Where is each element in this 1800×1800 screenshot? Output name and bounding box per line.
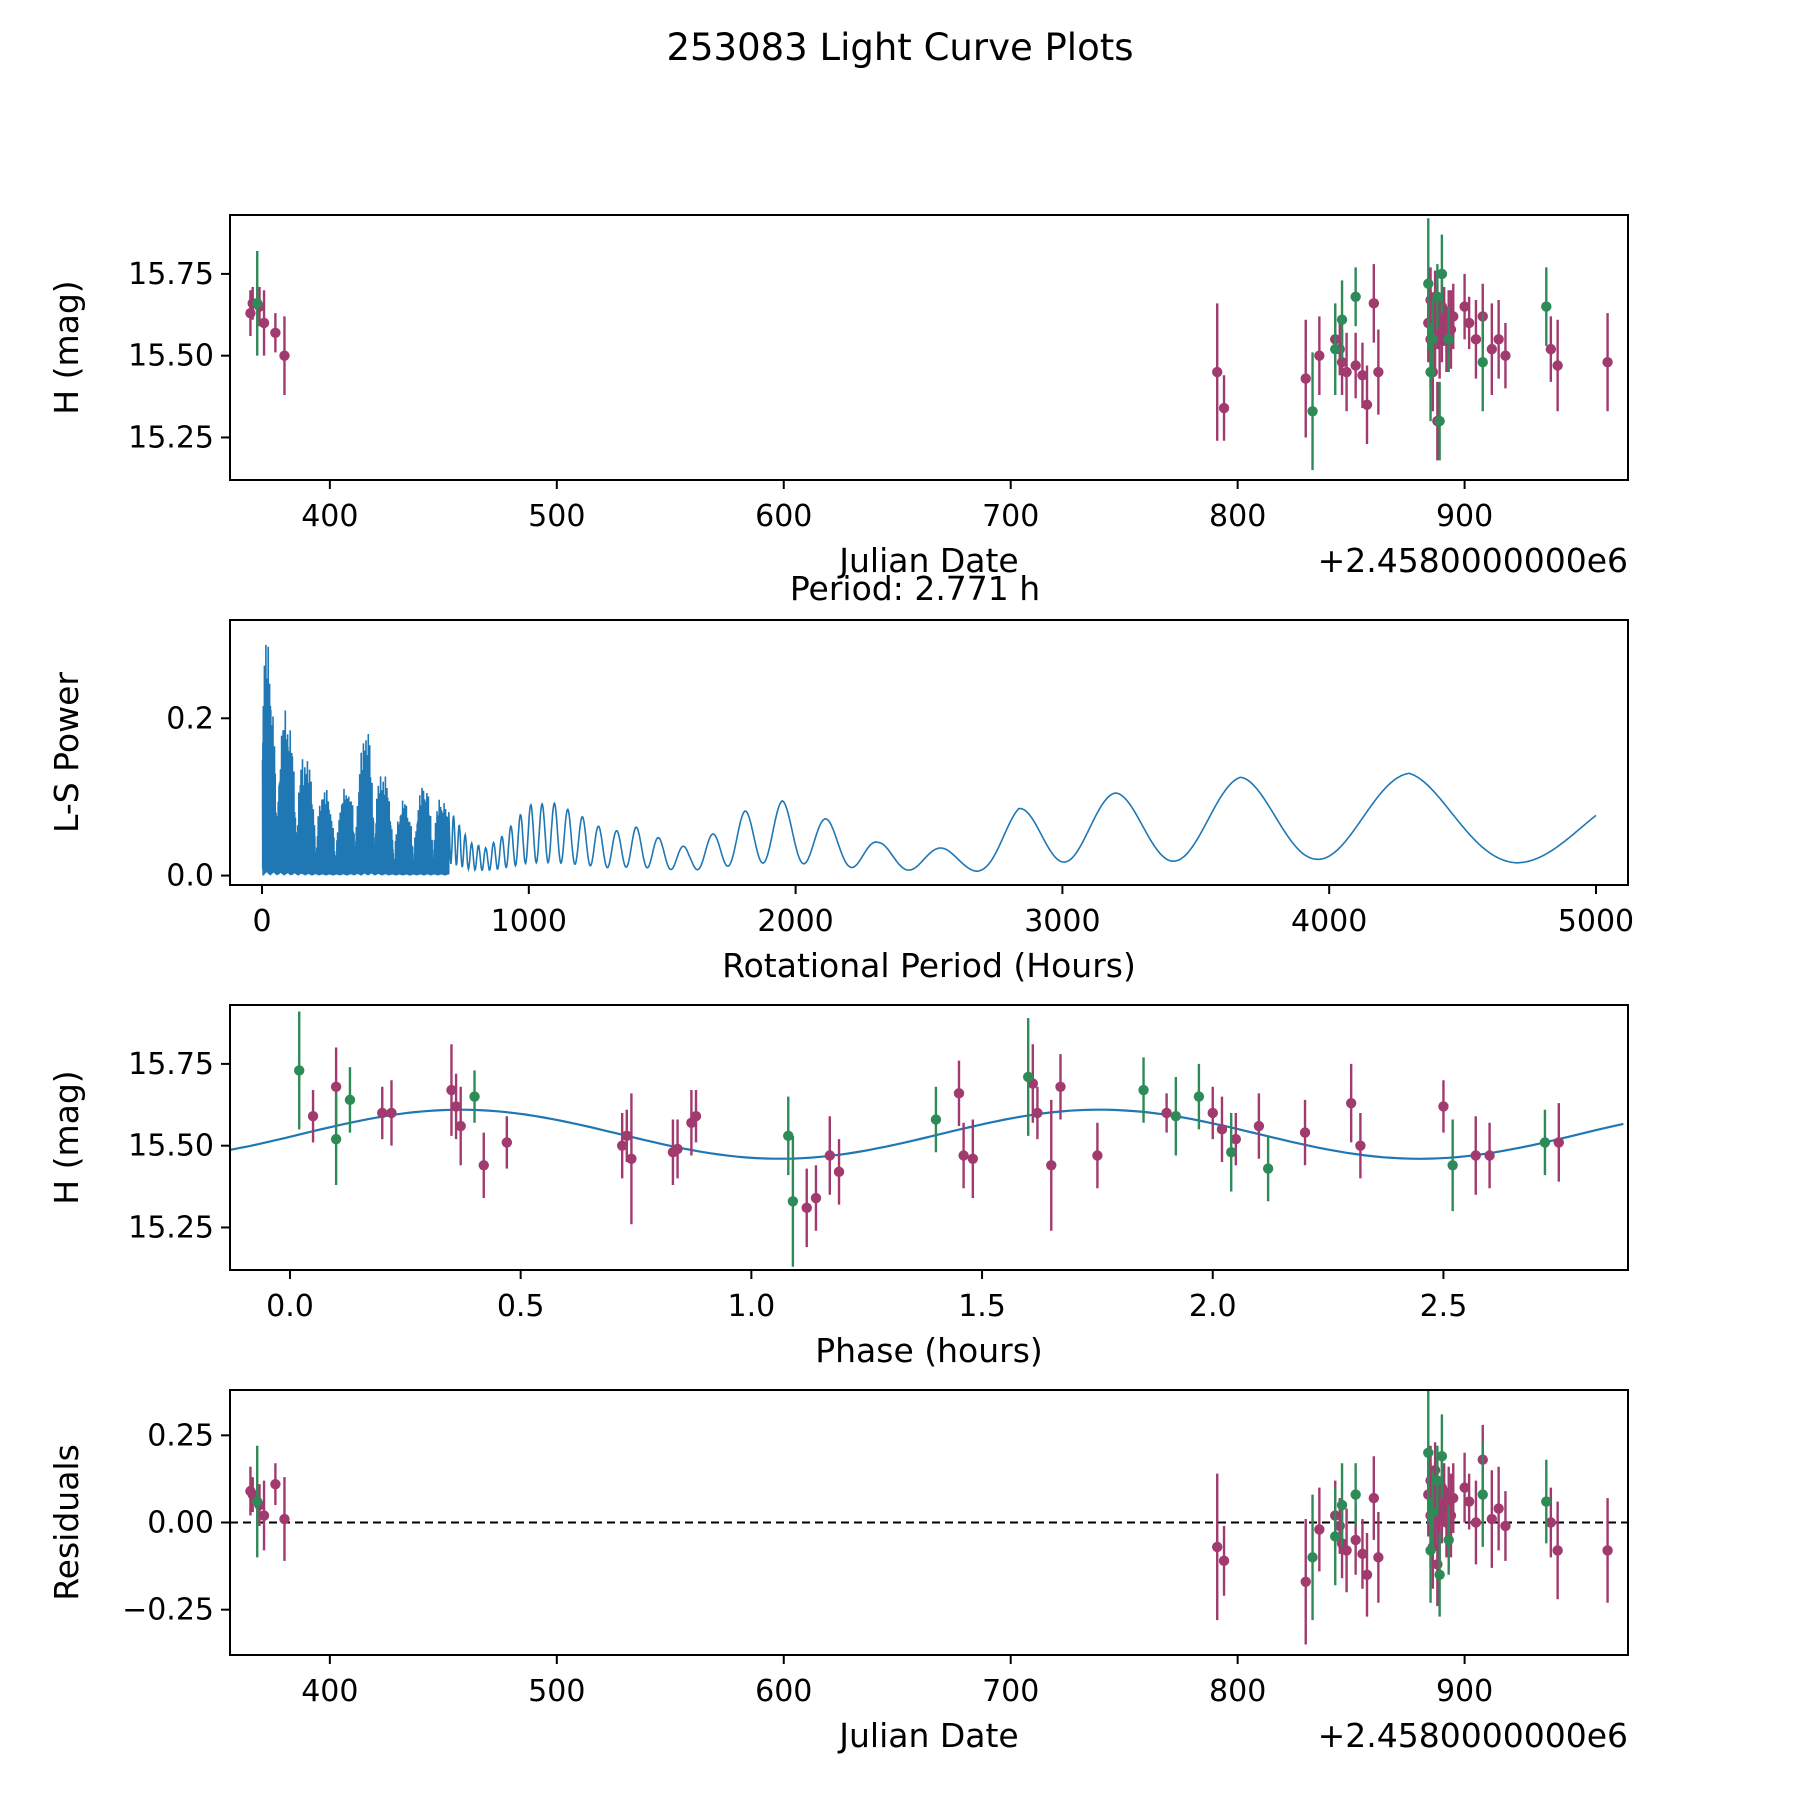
- jd-light-curve-ylabel: H (mag): [47, 280, 86, 414]
- phased-light-curve-x-tick-label: 0.0: [266, 1289, 314, 1324]
- panel-phased-light-curve: 0.0 0.5 1.0 1.5 2.0 2.5 15.25 15.50 15.75 Phase (…: [47, 1004, 1629, 1370]
- phased-light-curve-y-tick-label: 15.50: [128, 1129, 214, 1164]
- jd-light-curve-x-tick-label: 800: [1209, 499, 1266, 534]
- phased-light-curve-x-tick-label: 1.5: [958, 1289, 1006, 1324]
- periodogram-annotation: Period: 2.771 h: [790, 569, 1040, 608]
- periodogram-xlabel: Rotational Period (Hours): [722, 946, 1136, 985]
- jd-light-curve-x-tick-label: 600: [755, 499, 812, 534]
- jd-light-curve-x-tick-label: 400: [301, 499, 358, 534]
- residuals-res-purple: [245, 1424, 1613, 1645]
- phased-light-curve-obs-green: [294, 1011, 1551, 1267]
- residuals-x-tick-label: 900: [1436, 1674, 1493, 1709]
- panel-jd-light-curve: 400 500 600 700 800 900 15.25 15.50 15.75 Julian …: [47, 214, 1629, 580]
- phased-light-curve-frame: [229, 1004, 1629, 1271]
- periodogram-x-tick-label: 4000: [1291, 904, 1367, 939]
- phased-light-curve-x-tick-label: 2.0: [1189, 1289, 1237, 1324]
- jd-light-curve-y-tick-label: 15.75: [128, 257, 214, 292]
- residuals-x-offset-label: +2.4580000000e6: [1318, 1716, 1628, 1755]
- residuals-x-tick-label: 400: [301, 1674, 358, 1709]
- phased-light-curve-plot-area: [230, 1011, 1624, 1267]
- periodogram-x-tick-label: 0: [252, 904, 271, 939]
- jd-light-curve-x-tick-label: 700: [982, 499, 1039, 534]
- jd-light-curve-x-tick-label: 900: [1436, 499, 1493, 534]
- jd-light-curve-y-tick-label: 15.25: [128, 420, 214, 455]
- figure-title: 253083 Light Curve Plots: [666, 26, 1134, 69]
- phased-light-curve-x-tick-label: 1.0: [728, 1289, 776, 1324]
- jd-light-curve-x-tick-label: 500: [528, 499, 585, 534]
- jd-light-curve-obs-purple: [245, 264, 1613, 461]
- residuals-x-tick-label: 800: [1209, 1674, 1266, 1709]
- jd-light-curve-y-tick-label: 15.50: [128, 339, 214, 374]
- residuals-x-tick-label: 500: [528, 1674, 585, 1709]
- periodogram-line: [261, 644, 1597, 876]
- phased-light-curve-ylabel: H (mag): [47, 1070, 86, 1204]
- jd-light-curve-xlabel: Julian Date: [837, 541, 1019, 580]
- residuals-xlabel: Julian Date: [837, 1716, 1019, 1755]
- residuals-x-tick-label: 700: [982, 1674, 1039, 1709]
- periodogram-y-tick-label: 0.0: [166, 859, 214, 894]
- residuals-y-tick-label: 0.00: [147, 1506, 214, 1541]
- phased-light-curve-x-tick-label: 2.5: [1420, 1289, 1468, 1324]
- periodogram-ylabel: L-S Power: [47, 672, 86, 833]
- periodogram-y-tick-label: 0.2: [166, 701, 214, 736]
- jd-light-curve-plot-area: [245, 218, 1613, 471]
- phased-light-curve-obs-purple: [307, 1044, 1564, 1248]
- jd-light-curve-frame: [229, 214, 1629, 481]
- panel-residuals: 400 500 600 700 800 900 −0.25 0.00 0.25 Julian Da…: [47, 1389, 1629, 1755]
- periodogram-plot-area: [261, 644, 1597, 876]
- periodogram-x-tick-label: 2000: [757, 904, 833, 939]
- panel-periodogram: 0 1000 2000 3000 4000 5000 0.0 0.2 Rotational Pe…: [47, 569, 1634, 985]
- phased-light-curve-xlabel: Phase (hours): [815, 1331, 1043, 1370]
- jd-light-curve-obs-green: [252, 218, 1552, 471]
- residuals-plot-area: [230, 1390, 1628, 1645]
- residuals-y-tick-label: −0.25: [122, 1593, 214, 1628]
- periodogram-x-tick-label: 3000: [1024, 904, 1100, 939]
- residuals-y-tick-label: 0.25: [147, 1418, 214, 1453]
- periodogram-x-tick-label: 5000: [1558, 904, 1634, 939]
- phased-light-curve-x-tick-label: 0.5: [497, 1289, 545, 1324]
- periodogram-x-tick-label: 1000: [491, 904, 567, 939]
- residuals-x-tick-label: 600: [755, 1674, 812, 1709]
- residuals-res-green: [252, 1390, 1552, 1621]
- residuals-ylabel: Residuals: [47, 1444, 86, 1601]
- phased-light-curve-y-tick-label: 15.75: [128, 1047, 214, 1082]
- periodogram-frame: [229, 619, 1629, 886]
- phased-light-curve-fit-line: [230, 1108, 1624, 1160]
- jd-light-curve-x-offset-label: +2.4580000000e6: [1318, 541, 1628, 580]
- phased-light-curve-y-tick-label: 15.25: [128, 1210, 214, 1245]
